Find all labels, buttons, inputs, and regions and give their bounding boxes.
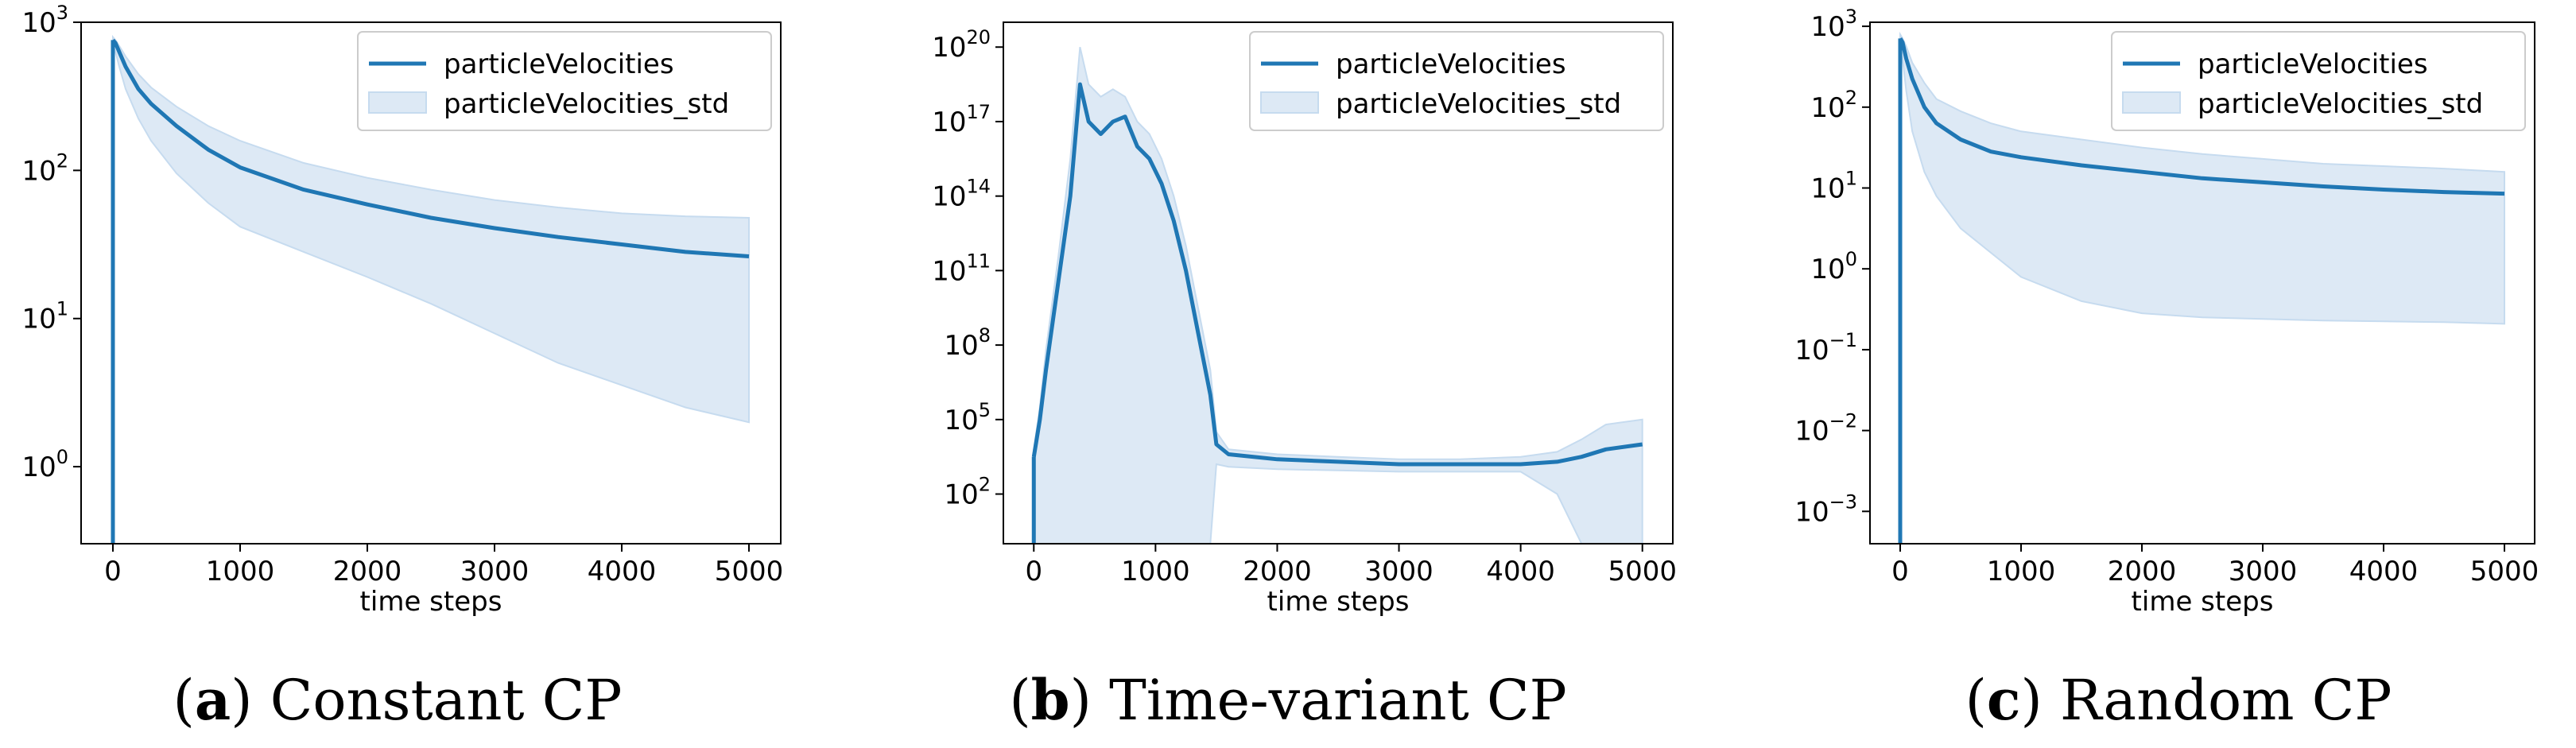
legend-label-std: particleVelocities_std (444, 88, 729, 120)
mean-line-b (1031, 82, 1643, 467)
legend-label-mean: particleVelocities (444, 48, 674, 80)
x-tick-label: 3000 (460, 556, 530, 587)
x-tick-label: 2000 (333, 556, 402, 587)
legend-band-swatch (368, 91, 427, 114)
caption-b: (b) Time-variant CP (1009, 667, 1566, 733)
y-tick-label: 103 (1810, 6, 1857, 43)
caption-a: (a) Constant CP (173, 667, 623, 733)
x-tick-label: 1000 (1121, 556, 1190, 587)
x-tick-label: 2000 (2108, 556, 2177, 587)
y-tick-label: 1017 (932, 101, 991, 138)
legend-label-std: particleVelocities_std (1336, 88, 1621, 120)
y-tick-label: 105 (944, 399, 991, 436)
caption-c: (c) Random CP (1965, 667, 2392, 733)
axes-frame-c (1869, 21, 2535, 545)
y-tick-label: 10−2 (1794, 410, 1857, 448)
y-tick-label: 10−3 (1794, 490, 1857, 528)
x-tick-label: 1000 (206, 556, 275, 587)
std-band-a (112, 34, 750, 424)
axes-frame-a (80, 21, 782, 545)
legend-label-mean: particleVelocities (1336, 48, 1566, 80)
x-axis-label: time steps (360, 586, 502, 618)
x-tick-label: 4000 (1486, 556, 1555, 587)
legend-band-swatch (1260, 91, 1319, 114)
x-tick-label: 4000 (2349, 556, 2419, 587)
y-tick-label: 103 (21, 2, 68, 39)
x-tick-label: 5000 (1608, 556, 1677, 587)
legend: particleVelocities particleVelocities_std (1249, 31, 1664, 131)
x-tick-label: 1000 (1987, 556, 2056, 587)
legend-label-std: particleVelocities_std (2198, 88, 2483, 120)
mean-line-c (1898, 37, 2505, 196)
x-tick-label: 0 (1025, 556, 1042, 587)
y-tick-label: 1011 (932, 250, 991, 287)
y-tick-label: 102 (1810, 87, 1857, 124)
y-tick-label: 10−1 (1794, 329, 1857, 366)
y-tick-label: 102 (21, 149, 68, 187)
x-tick-label: 5000 (715, 556, 784, 587)
y-tick-label: 102 (944, 474, 991, 511)
x-tick-label: 5000 (2470, 556, 2539, 587)
y-tick-label: 108 (944, 324, 991, 362)
legend-frame (2111, 31, 2526, 131)
legend: particleVelocities particleVelocities_std (2111, 31, 2526, 131)
y-tick-label: 101 (1810, 167, 1857, 204)
x-tick-label: 0 (1891, 556, 1909, 587)
x-tick-label: 0 (104, 556, 122, 587)
y-tick-label: 100 (21, 446, 68, 483)
legend: particleVelocities particleVelocities_std (357, 31, 772, 131)
subplot-b: 0 1000 2000 3000 4000 5000 102 105 108 1011 1014 10… (932, 21, 1677, 733)
x-tick-label: 4000 (588, 556, 657, 587)
axes-frame-b (1003, 21, 1674, 545)
y-tick-label: 1014 (932, 176, 991, 213)
subplot-c: 0 1000 2000 3000 4000 5000 10−3 10−2 10−1 100 101 1… (1794, 6, 2539, 733)
legend-band-swatch (2122, 91, 2181, 114)
y-tick-label: 100 (1810, 248, 1857, 285)
mean-line-a (111, 38, 750, 258)
x-axis-label: time steps (2132, 586, 2274, 618)
y-tick-label: 101 (21, 298, 68, 335)
x-tick-label: 3000 (1364, 556, 1433, 587)
x-tick-label: 3000 (2229, 556, 2298, 587)
x-axis-label: time steps (1267, 586, 1410, 618)
legend-label-mean: particleVelocities (2198, 48, 2428, 80)
legend-frame (357, 31, 772, 131)
subplot-a: 0 1000 2000 3000 4000 5000 100 101 102 103 time st… (21, 2, 783, 733)
y-tick-label: 1020 (932, 26, 991, 64)
legend-frame (1249, 31, 1664, 131)
x-tick-label: 2000 (1243, 556, 1312, 587)
